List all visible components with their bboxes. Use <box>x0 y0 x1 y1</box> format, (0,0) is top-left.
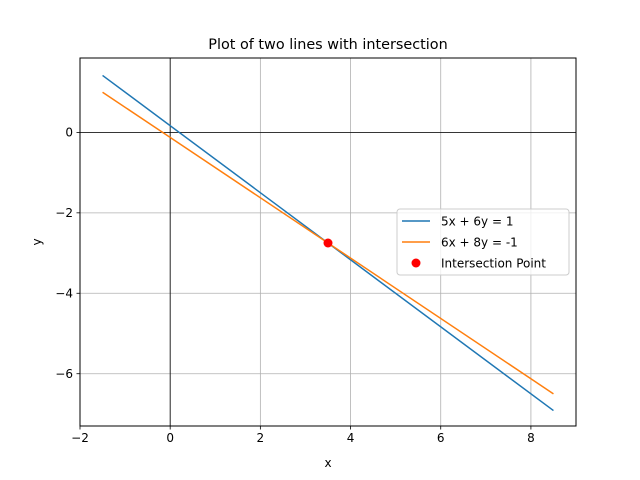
x-tick-label: 2 <box>257 431 265 445</box>
y-axis-label: y <box>30 238 44 245</box>
chart-title: Plot of two lines with intersection <box>208 37 447 53</box>
legend: 5x + 6y = 1 6x + 8y = -1 Intersection Poin… <box>396 208 570 276</box>
legend-label: 5x + 6y = 1 <box>441 214 513 228</box>
y-tick-label: −6 <box>55 367 73 381</box>
y-tick-label: −2 <box>55 206 73 220</box>
x-tick-label: 6 <box>437 431 445 445</box>
x-tick-label: 0 <box>166 431 174 445</box>
intersection-point-marker <box>323 238 333 248</box>
axis-ticks: −2 0 2 4 6 8 −6 −4 −2 0 <box>55 126 534 445</box>
x-tick-label: 8 <box>527 431 535 445</box>
legend-point-swatch <box>411 258 421 268</box>
x-tick-label: −2 <box>71 431 89 445</box>
legend-box <box>396 208 570 276</box>
y-tick-label: 0 <box>65 126 73 140</box>
intersection-markers <box>323 238 333 248</box>
y-tick-label: −4 <box>55 287 73 301</box>
x-tick-label: 4 <box>347 431 355 445</box>
x-axis-label: x <box>324 456 331 470</box>
plot-frame <box>79 57 577 427</box>
legend-label: 6x + 8y = -1 <box>441 235 518 249</box>
legend-label: Intersection Point <box>441 256 546 270</box>
